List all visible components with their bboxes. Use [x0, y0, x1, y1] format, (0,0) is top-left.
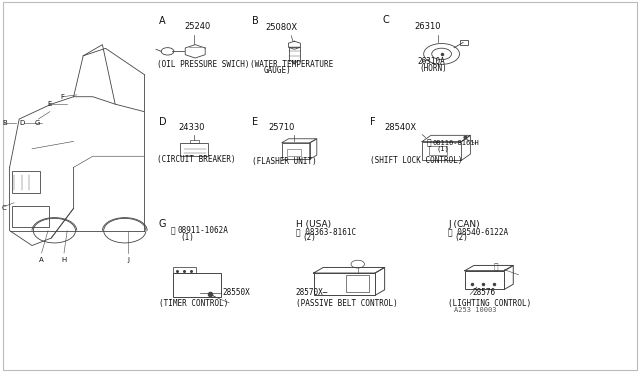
Text: J: J	[127, 257, 129, 263]
Text: 28540X: 28540X	[384, 123, 416, 132]
Text: (PASSIVE BELT CONTROL): (PASSIVE BELT CONTROL)	[296, 299, 397, 308]
Text: 26310: 26310	[415, 22, 441, 31]
Text: 28550X: 28550X	[223, 288, 250, 296]
Text: B: B	[3, 120, 8, 126]
Text: F: F	[61, 94, 65, 100]
Text: G: G	[35, 120, 40, 126]
Text: (LIGHTING CONTROL): (LIGHTING CONTROL)	[448, 299, 531, 308]
Text: 25240: 25240	[184, 22, 211, 31]
Text: (TIMER CONTROL): (TIMER CONTROL)	[159, 299, 228, 308]
Text: (FLASHER UNIT): (FLASHER UNIT)	[252, 157, 316, 166]
Text: (SHIFT LOCK CONTROL): (SHIFT LOCK CONTROL)	[370, 156, 463, 165]
Text: (1): (1)	[180, 232, 195, 241]
Text: 25080X: 25080X	[266, 23, 298, 32]
Text: 08911-1062A: 08911-1062A	[178, 226, 228, 235]
Text: C: C	[382, 15, 389, 25]
Text: 24330: 24330	[178, 123, 204, 132]
Text: (WATER TEMPERATURE: (WATER TEMPERATURE	[250, 60, 333, 69]
Text: Ⓢ 08540-6122A: Ⓢ 08540-6122A	[448, 227, 508, 236]
Text: F: F	[370, 116, 376, 126]
Text: E: E	[252, 116, 258, 126]
Text: H: H	[61, 257, 67, 263]
Text: G: G	[159, 219, 166, 229]
Text: A: A	[39, 257, 44, 263]
Text: 25710: 25710	[269, 123, 295, 132]
Text: (HORN): (HORN)	[419, 64, 447, 73]
Text: (2): (2)	[454, 233, 468, 242]
Text: Ⓝ: Ⓝ	[171, 227, 175, 235]
Text: Ⓢ: Ⓢ	[493, 263, 498, 272]
Text: (OIL PRESSURE SWICH): (OIL PRESSURE SWICH)	[157, 60, 250, 69]
Text: E: E	[47, 101, 51, 107]
Text: (CIRCUIT BREAKER): (CIRCUIT BREAKER)	[157, 155, 236, 164]
Text: A253 10003: A253 10003	[454, 308, 497, 314]
Text: 28576: 28576	[472, 288, 495, 297]
Text: 26310A: 26310A	[417, 57, 445, 66]
Text: 08116-8161H: 08116-8161H	[433, 141, 479, 147]
Text: GAUGE): GAUGE)	[264, 66, 291, 75]
Text: Ⓢ 08363-8161C: Ⓢ 08363-8161C	[296, 227, 356, 236]
Text: (2): (2)	[302, 233, 316, 242]
Text: H (USA): H (USA)	[296, 220, 331, 229]
Text: D: D	[20, 120, 25, 126]
Text: C: C	[2, 205, 7, 211]
Text: D: D	[159, 116, 166, 126]
Text: A: A	[159, 16, 165, 26]
Text: (1): (1)	[436, 146, 449, 152]
Text: J (CAN): J (CAN)	[448, 220, 479, 229]
Text: 28570X—: 28570X—	[296, 288, 328, 297]
Text: Ⓑ: Ⓑ	[426, 138, 431, 147]
Text: B: B	[252, 16, 259, 26]
